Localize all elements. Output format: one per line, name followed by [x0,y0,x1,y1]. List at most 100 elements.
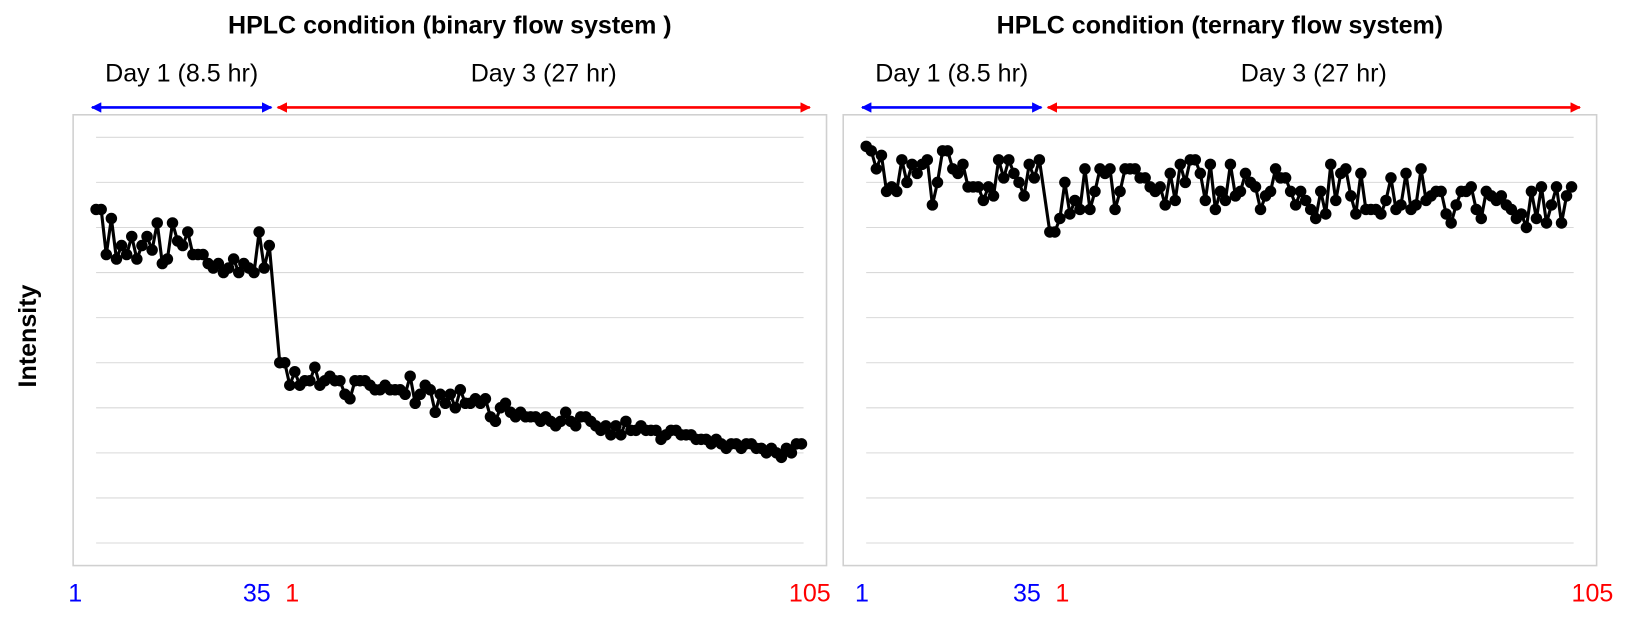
data-point [479,393,492,405]
data-point [1325,158,1337,171]
data-point [875,149,888,162]
data-point [1204,158,1217,171]
data-point [1294,185,1307,198]
segment-label: Day 3 (27 hr) [471,60,617,88]
data-point [1560,190,1573,202]
data-point [1355,167,1367,180]
data-point [197,248,209,261]
data-point [650,424,662,437]
data-point [1495,190,1508,202]
data-point [1264,185,1277,198]
segment-label: Day 1 (8.5 hr) [105,60,258,88]
data-point [1440,208,1452,220]
data-point [1059,176,1071,189]
data-point [1435,185,1447,198]
data-point [1209,203,1222,216]
data-point [1064,208,1076,220]
data-point [926,199,939,211]
data-point [344,393,356,405]
data-point [1540,217,1553,229]
data-point [434,388,447,401]
data-point [334,375,346,387]
data-point [1169,194,1181,207]
data-point [439,397,452,410]
data-point [1224,158,1237,171]
data-point [429,406,441,419]
data-point [1234,185,1247,198]
data-point [1475,212,1488,225]
data-point [263,239,276,252]
data-point [1304,203,1317,216]
data-point [1340,163,1352,175]
data-point [309,361,321,373]
data-point [1028,172,1041,184]
data-point [1214,185,1227,198]
data-point [1174,158,1186,171]
chart-title: HPLC condition (binary flow system ) [228,12,672,40]
data-point [499,397,512,410]
data-point [911,167,923,180]
data-point [489,415,502,428]
data-point [414,388,426,401]
data-point [906,158,918,171]
data-point [941,145,954,157]
data-point [1139,172,1151,184]
data-point [615,429,627,441]
data-point [1465,181,1477,193]
data-point [449,402,462,414]
data-point [1008,167,1020,180]
data-point [1555,217,1568,229]
data-point [972,181,984,193]
data-point [1254,203,1267,216]
data-point [1400,167,1412,180]
data-point [1515,208,1528,220]
segment-label: Day 3 (27 hr) [1241,60,1387,88]
data-point [795,438,808,450]
data-point [227,253,240,265]
data-point [775,451,788,464]
data-point [610,420,622,432]
data-point [1284,185,1297,198]
data-point [997,172,1010,184]
data-point [1189,154,1202,166]
data-point [1084,203,1096,216]
data-point [1550,181,1563,193]
segment-label: Day 1 (8.5 hr) [875,60,1028,88]
data-point [404,370,416,382]
data-point [1279,172,1292,184]
data-point [1525,185,1538,198]
data-point [1395,199,1407,211]
x-tick-label: 35 [243,579,271,607]
data-point [1289,199,1302,211]
x-tick-label: 35 [1013,579,1041,607]
data-point [1074,203,1086,216]
data-point [1219,194,1232,207]
data-point [554,415,567,428]
data-point [1309,212,1322,225]
data-point [1049,226,1061,238]
data-point [891,185,903,198]
data-point [146,244,158,256]
data-point [100,248,113,261]
data-point [1535,181,1548,193]
data-point [110,253,123,265]
data-point [1385,172,1397,184]
data-point [444,388,457,401]
data-point [569,420,582,432]
data-point [931,176,944,189]
data-point [1299,194,1312,207]
data-point [1179,176,1192,189]
data-point [1069,194,1081,207]
data-point [1013,176,1025,189]
data-point [248,266,260,279]
data-line [96,207,802,459]
data-point [1104,163,1116,175]
x-tick-label: 1 [68,579,82,607]
data-point [620,415,632,428]
data-point [1345,190,1357,202]
data-point [424,384,436,396]
data-point [1033,154,1046,166]
data-point [992,154,1005,166]
data-point [136,239,148,252]
